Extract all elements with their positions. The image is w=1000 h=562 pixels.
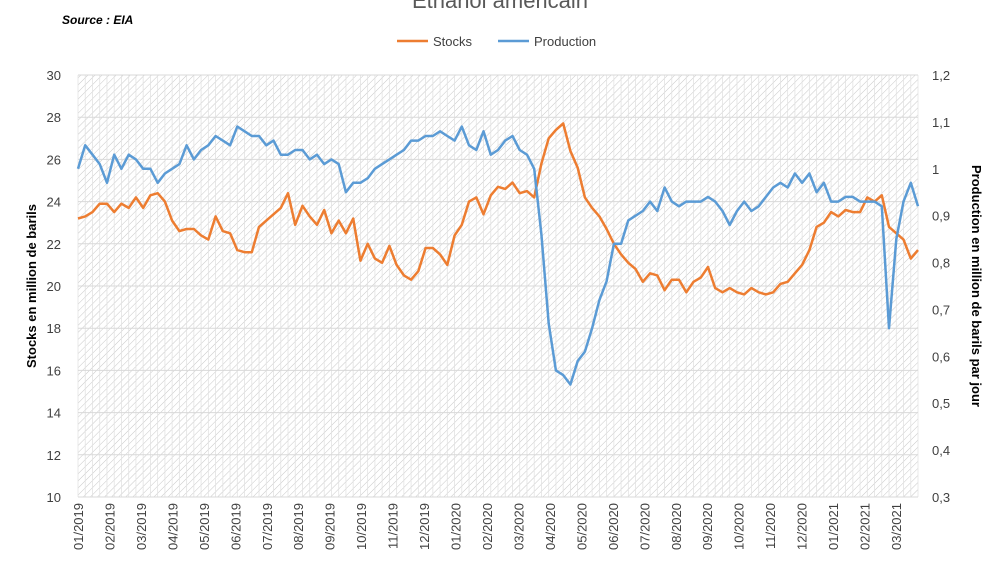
x-tick-label: 03/2020 <box>511 503 526 550</box>
y-left-tick-label: 20 <box>47 279 61 294</box>
legend-production-label: Production <box>534 34 596 49</box>
x-tick-label: 05/2019 <box>197 503 212 550</box>
y-left-tick-label: 28 <box>47 110 61 125</box>
right-y-axis-label: Production en million de barils par jour <box>969 165 984 407</box>
x-tick-label: 03/2019 <box>134 503 149 550</box>
left-y-axis-ticks: 10 12 14 16 18 20 22 24 26 28 30 <box>47 68 61 505</box>
legend: Stocks Production <box>397 34 596 49</box>
x-tick-label: 05/2020 <box>574 503 589 550</box>
x-tick-label: 09/2020 <box>700 503 715 550</box>
right-y-axis-ticks: 0,3 0,4 0,5 0,6 0,7 0,8 0,9 1 1,1 1,2 <box>932 68 950 505</box>
series-line-stocks <box>77 122 919 296</box>
x-tick-label: 11/2020 <box>763 503 778 549</box>
x-tick-label: 08/2020 <box>669 503 684 550</box>
y-right-tick-label: 1 <box>932 162 939 177</box>
y-left-tick-label: 30 <box>47 68 61 83</box>
y-left-tick-label: 10 <box>47 490 61 505</box>
x-tick-label: 10/2020 <box>732 503 747 550</box>
x-tick-label: 12/2019 <box>417 503 432 550</box>
x-tick-label: 04/2020 <box>543 503 558 550</box>
x-tick-label: 01/2019 <box>71 503 86 550</box>
y-left-tick-label: 24 <box>47 195 61 210</box>
y-left-tick-label: 12 <box>47 448 61 463</box>
y-right-tick-label: 1,1 <box>932 115 950 130</box>
x-tick-label: 02/2019 <box>102 503 117 550</box>
y-right-tick-label: 1,2 <box>932 68 950 83</box>
series-line-production <box>76 125 920 386</box>
chart-title: Ethanol américain <box>412 0 588 13</box>
y-left-tick-label: 14 <box>47 406 61 421</box>
horizontal-gridlines <box>78 74 918 498</box>
y-left-tick-label: 22 <box>47 237 61 252</box>
y-right-tick-label: 0,9 <box>932 209 950 224</box>
x-tick-label: 01/2020 <box>449 503 464 550</box>
x-axis-ticks: 01/2019 02/2019 03/2019 04/2019 05/2019 06/20… <box>71 503 904 550</box>
y-left-tick-label: 16 <box>47 363 61 378</box>
y-left-tick-label: 18 <box>47 321 61 336</box>
y-right-tick-label: 0,5 <box>932 396 950 411</box>
x-tick-label: 12/2020 <box>795 503 810 550</box>
x-tick-label: 07/2020 <box>637 503 652 550</box>
y-right-tick-label: 0,7 <box>932 302 950 317</box>
series-lines <box>76 122 920 386</box>
x-tick-label: 11/2019 <box>386 503 401 549</box>
x-tick-label: 09/2019 <box>323 503 338 550</box>
x-tick-label: 04/2019 <box>165 503 180 550</box>
y-left-tick-label: 26 <box>47 152 61 167</box>
y-right-tick-label: 0,8 <box>932 256 950 271</box>
y-right-tick-label: 0,4 <box>932 443 950 458</box>
x-tick-label: 02/2020 <box>480 503 495 550</box>
x-tick-label: 06/2020 <box>606 503 621 550</box>
x-tick-label: 02/2021 <box>858 503 873 550</box>
y-right-tick-label: 0,6 <box>932 349 950 364</box>
legend-stocks-label: Stocks <box>433 34 473 49</box>
y-right-tick-label: 0,3 <box>932 490 950 505</box>
source-note: Source : EIA <box>62 13 133 27</box>
x-tick-label: 08/2019 <box>291 503 306 550</box>
x-tick-label: 01/2021 <box>826 503 841 550</box>
x-tick-label: 06/2019 <box>228 503 243 550</box>
x-tick-label: 10/2019 <box>354 503 369 550</box>
x-tick-label: 07/2019 <box>260 503 275 550</box>
left-y-axis-label: Stocks en million de barils <box>24 204 39 368</box>
x-tick-label: 03/2021 <box>889 503 904 550</box>
